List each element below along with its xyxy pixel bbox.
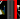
Text: ⓘ: ⓘ — [5, 0, 20, 19]
Text: $y = 2\,x$: $y = 2\,x$ — [9, 0, 20, 19]
Text: C (0, 2): C (0, 2) — [0, 0, 7, 5]
Polygon shape — [7, 5, 13, 12]
Text: $x$: $x$ — [16, 0, 20, 19]
Text: A (1,0): A (1,0) — [13, 12, 20, 19]
Text: $y = 2\,\sqrt[4]{x}$: $y = 2\,\sqrt[4]{x}$ — [8, 0, 20, 19]
Text: Find the volume generated by rotating the given region about the specified line.: Find the volume generated by rotating th… — [1, 14, 20, 19]
Text: $y$: $y$ — [0, 0, 20, 2]
Polygon shape — [7, 5, 13, 12]
Text: Three regions are defined in the figure.: Three regions are defined in the figure. — [1, 0, 20, 19]
Polygon shape — [7, 5, 13, 12]
Text: $O$: $O$ — [0, 12, 7, 19]
Text: $\mathcal{R}_2$ about $AB$: $\mathcal{R}_2$ about $AB$ — [4, 15, 20, 19]
Text: ✖: ✖ — [0, 0, 19, 19]
Text: B (1, 2 ): B (1, 2 ) — [13, 0, 20, 5]
